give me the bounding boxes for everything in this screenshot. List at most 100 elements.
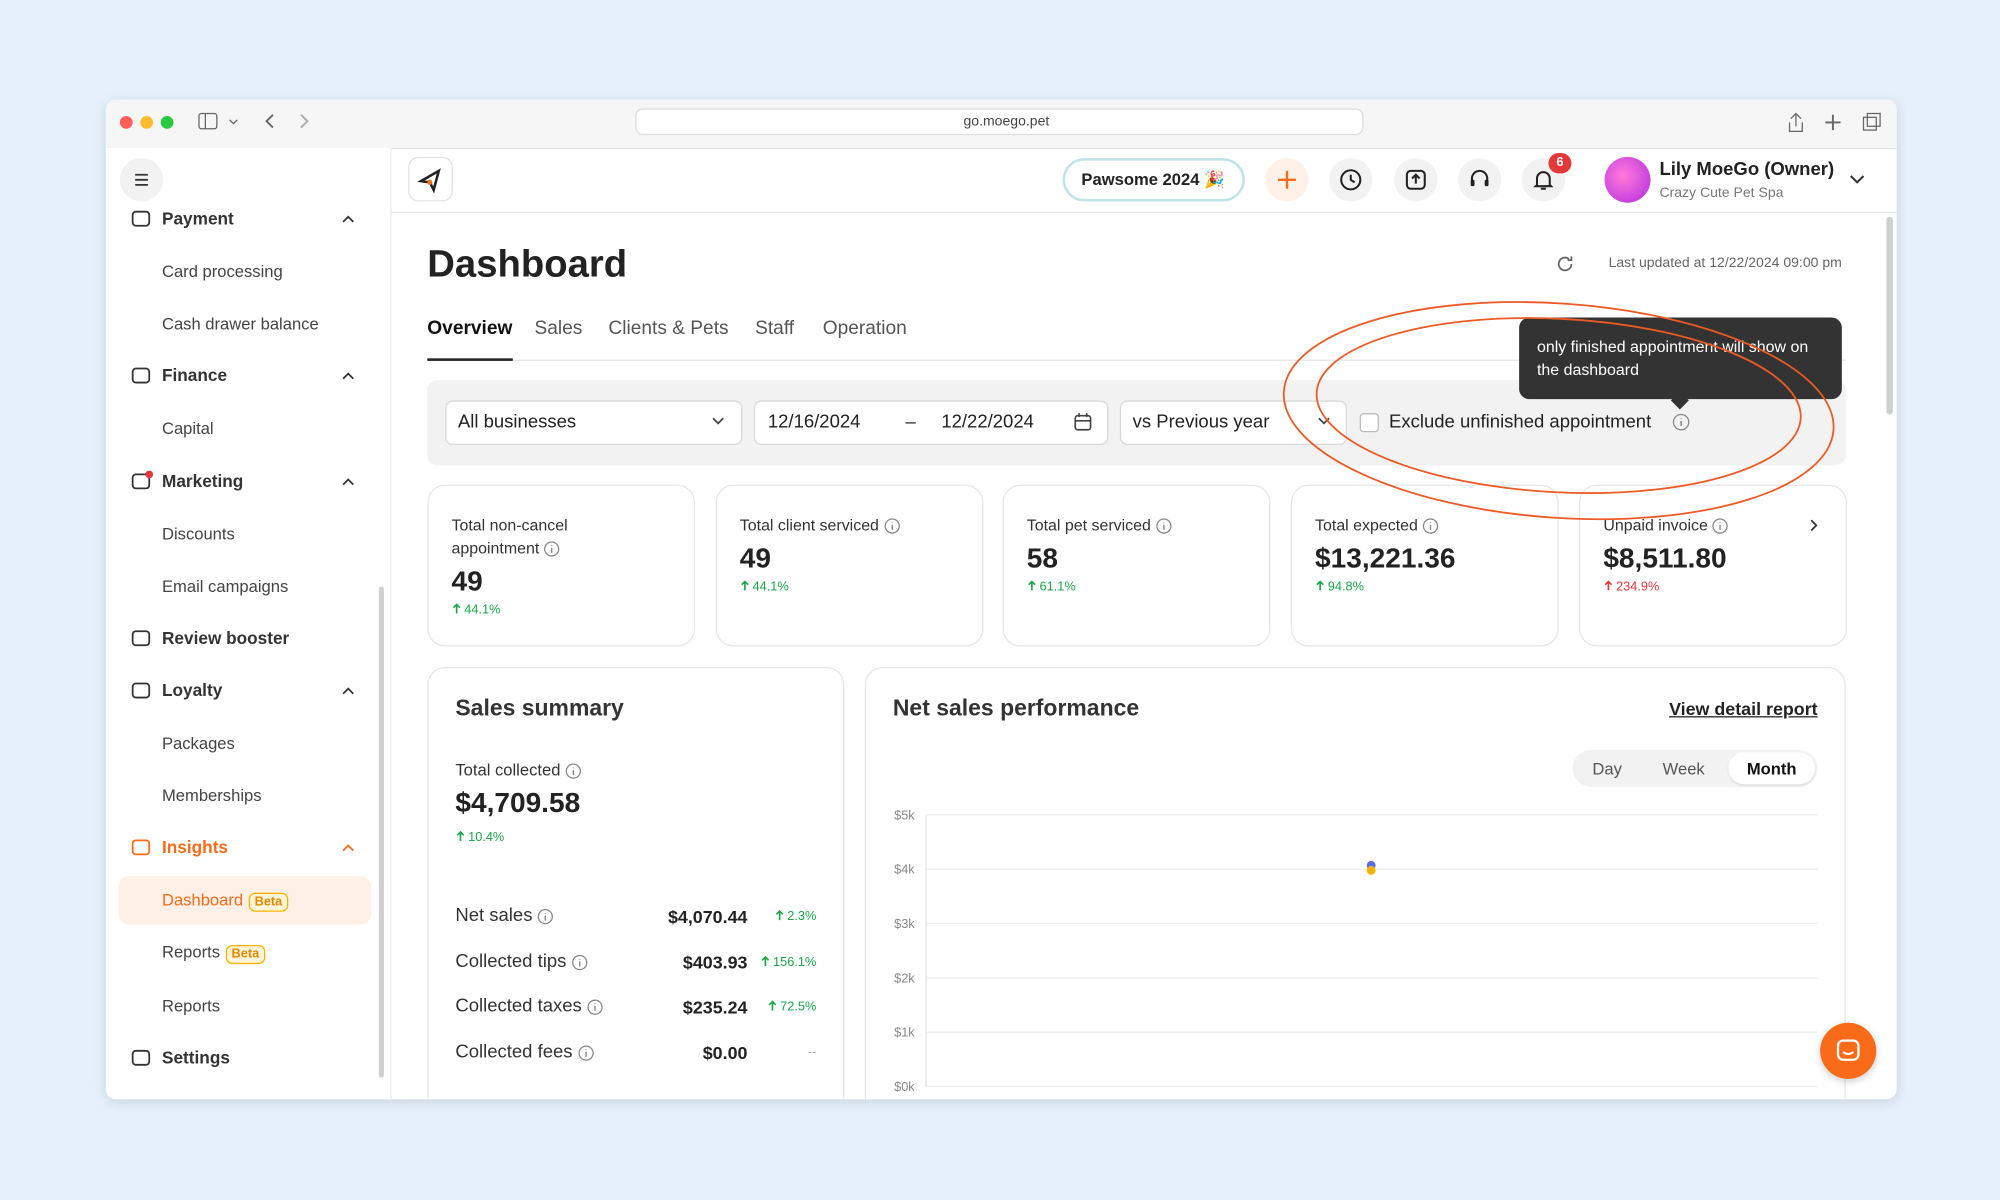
close-button[interactable] (119, 116, 133, 129)
y-tick-label: $0k (894, 1079, 915, 1094)
net-sales-title: Net sales performance (892, 695, 1140, 721)
detail-report-link[interactable]: View detail report (1669, 698, 1818, 719)
nav-subitem[interactable]: Discounts (162, 524, 235, 544)
tab[interactable]: Operation (822, 317, 907, 340)
url: go.moego.pet (963, 114, 1050, 130)
minimize-button[interactable] (140, 116, 154, 129)
sales-summary-title: Sales summary (455, 695, 624, 721)
period-option[interactable]: Day (1592, 759, 1622, 779)
end-date: 12/22/2024 (941, 412, 1034, 433)
nav-item[interactable]: Loyalty (161, 680, 223, 700)
nav-subitem[interactable]: Cash drawer balance (162, 314, 319, 334)
annotation-ellipse (1315, 317, 1802, 494)
y-tick-label: $3k (894, 916, 915, 931)
nav-item[interactable]: Review booster (161, 628, 290, 648)
up-arrow (761, 955, 770, 966)
kpi-card: Total non-cancel appointment 49 44.1% (427, 484, 696, 647)
start-date: 12/16/2024 (767, 412, 861, 433)
nav-item[interactable]: Marketing (161, 471, 244, 491)
tab[interactable]: Overview (427, 317, 513, 340)
y-tick-label: $5k (894, 807, 915, 822)
info-icon (1712, 518, 1729, 534)
annotation-ellipse (1282, 301, 1835, 521)
kpi-change: 94.8% (1315, 579, 1534, 596)
row-label-text: Collected taxes (455, 996, 582, 1017)
nav-icon (131, 210, 151, 227)
period-option[interactable]: Week (1662, 759, 1705, 779)
nav-icons[interactable] (191, 110, 319, 136)
business-select[interactable] (445, 400, 743, 446)
tab-border (427, 359, 1846, 361)
nav-subitem[interactable]: Memberships (162, 786, 262, 806)
kpi-change-value: 234.9% (1616, 580, 1660, 595)
up-arrow (741, 580, 749, 591)
nav-item[interactable]: Insights (161, 837, 229, 858)
nav-icon (131, 368, 151, 384)
kpi-change: 44.1% (740, 579, 959, 596)
info-icon (587, 999, 603, 1015)
last-updated: Last updated at 12/22/2024 09:00 pm (1608, 255, 1842, 271)
nav-subitem[interactable]: Packages (162, 734, 235, 754)
calendar-icon (1074, 413, 1092, 431)
tab[interactable]: Clients & Pets (608, 317, 729, 340)
summary-row-value: $403.93 (682, 952, 748, 973)
topbar-border (391, 211, 1897, 213)
date-range[interactable] (753, 400, 1109, 446)
kpi-label: Total expected (1315, 514, 1513, 537)
nav-icon (131, 682, 151, 699)
compare-select[interactable] (1119, 400, 1347, 446)
summary-row-value: $0.00 (702, 1042, 748, 1064)
tooltip-text: only finished appointment will show on t… (1536, 337, 1809, 379)
kpi-change-value: 44.1% (464, 603, 501, 618)
nav-item[interactable]: Finance (161, 366, 228, 386)
summary-row-value: $4,070.44 (667, 906, 748, 927)
refresh-icon[interactable] (1555, 254, 1575, 274)
row-label-text: Collected fees (455, 1042, 573, 1063)
sidebar (105, 147, 392, 1100)
total-collected-label: Total collected (455, 760, 582, 780)
exclude-checkbox[interactable] (1359, 413, 1379, 433)
nav-subitem[interactable]: Dashboard Beta (161, 890, 289, 913)
nav-subitem[interactable]: Reports (162, 996, 220, 1016)
avatar[interactable] (1604, 156, 1651, 203)
address-bar[interactable] (635, 108, 1364, 136)
tab[interactable]: Staff (755, 317, 795, 340)
nav-subitem[interactable]: Email campaigns (162, 576, 288, 596)
kpi-label: Total pet serviced (1027, 514, 1225, 537)
page-title: Dashboard (427, 243, 628, 286)
info-icon (572, 954, 588, 970)
logo[interactable] (408, 156, 453, 202)
nav-subitem[interactable]: Card processing (162, 262, 283, 282)
info-icon[interactable] (1672, 413, 1690, 431)
kpi-card: Total client serviced 49 44.1% (715, 484, 984, 647)
nav-icon (131, 1049, 151, 1066)
promo-button[interactable] (1062, 158, 1245, 202)
kpi-chevron (1810, 519, 1818, 532)
tab[interactable]: Sales (534, 317, 583, 340)
y-tick-label: $4k (894, 862, 915, 877)
nav-subitem-label: Dashboard (161, 890, 244, 910)
nav-item[interactable]: Settings (161, 1047, 230, 1067)
nav-item[interactable]: Payment (161, 209, 234, 229)
maximize-button[interactable] (160, 116, 174, 129)
user-menu-chevron[interactable] (1848, 172, 1866, 187)
summary-row-value: $235.24 (682, 996, 748, 1018)
kpi-label-text: Total pet serviced (1026, 516, 1151, 535)
y-tick-label: $1k (894, 1025, 915, 1040)
info-icon (884, 518, 900, 534)
nav-icon (131, 469, 154, 489)
tab-underline (427, 358, 513, 361)
up-arrow (768, 1000, 777, 1011)
nav-subitem[interactable]: Reports Beta (162, 943, 266, 965)
period-option[interactable]: Month (1746, 759, 1797, 779)
summary-row-change: 2.3% (774, 909, 816, 926)
info-icon (544, 541, 560, 557)
up-arrow (1604, 580, 1613, 591)
clock-icon (1340, 169, 1362, 191)
support-button[interactable] (1457, 158, 1502, 202)
nav-subitem[interactable]: Capital (162, 419, 214, 439)
window-actions[interactable] (1783, 110, 1885, 136)
chat-button[interactable] (1820, 1022, 1877, 1079)
kpi-change: 44.1% (452, 602, 671, 619)
